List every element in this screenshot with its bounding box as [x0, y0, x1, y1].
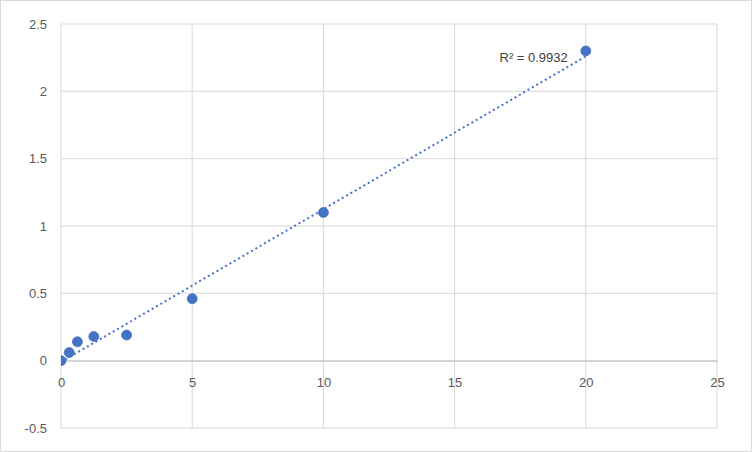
x-tick-label: 0 [58, 375, 65, 390]
grid-line-y [61, 91, 717, 92]
x-tick-label: 5 [189, 375, 196, 390]
trendline [61, 56, 586, 362]
grid-line-x [192, 24, 193, 428]
y-tick-label: 0.5 [29, 286, 47, 301]
annotation: R² = 0.9932 [500, 50, 568, 65]
y-axis: -0.5 0 0.5 1 1.5 2 2.5 [25, 17, 48, 436]
chart-frame [1, 1, 752, 452]
grid-line-x [61, 24, 62, 428]
grid-line-x [454, 24, 455, 428]
grid-line-y [61, 428, 717, 429]
point [581, 46, 591, 56]
y-tick-label: -0.5 [25, 421, 47, 436]
x-tick: 10 [317, 361, 331, 390]
y-tick-label: 1.5 [29, 151, 47, 166]
y-tick: 1.5 [29, 151, 47, 166]
point [72, 337, 82, 347]
y-tick: 2.5 [29, 17, 47, 32]
grid-line-x [323, 24, 324, 428]
grid-line-y [61, 158, 717, 159]
grid-line-y [61, 360, 717, 361]
y-tick: 1 [40, 219, 47, 234]
y-tick-label: 2 [40, 84, 47, 99]
chart: -0.5 0 0.5 1 1.5 2 2.5 0 5 10 15 20 25 R² = 0.9932 [0, 0, 752, 452]
y-tick: -0.5 [25, 421, 47, 436]
grid-line-y [61, 226, 717, 227]
x-axis-line [62, 361, 718, 362]
grid-line-x [585, 24, 586, 428]
x-tick-label: 10 [317, 375, 331, 390]
grid [61, 24, 717, 428]
x-tick-label: 25 [710, 375, 724, 390]
point [89, 331, 99, 341]
x-axis: 0 5 10 15 20 25 [58, 361, 725, 390]
y-tick: 2 [40, 84, 47, 99]
plot-marks [61, 46, 591, 366]
y-tick-label: 1 [40, 219, 47, 234]
point [318, 208, 328, 218]
grid-line-x [717, 24, 718, 428]
x-tick: 25 [710, 361, 724, 390]
y-tick-label: 0 [40, 353, 47, 368]
x-tick-label: 20 [579, 375, 593, 390]
y-tick: 0 [40, 353, 47, 368]
y-axis-line [47, 25, 48, 429]
x-tick: 20 [579, 361, 593, 390]
point [187, 294, 197, 304]
grid-line-y [61, 293, 717, 294]
y-tick-label: 2.5 [29, 17, 47, 32]
point [122, 330, 132, 340]
grid-line-y [61, 24, 717, 25]
y-tick: 0.5 [29, 286, 47, 301]
x-tick: 5 [189, 361, 196, 390]
x-tick-label: 15 [448, 375, 462, 390]
x-tick: 15 [448, 361, 462, 390]
